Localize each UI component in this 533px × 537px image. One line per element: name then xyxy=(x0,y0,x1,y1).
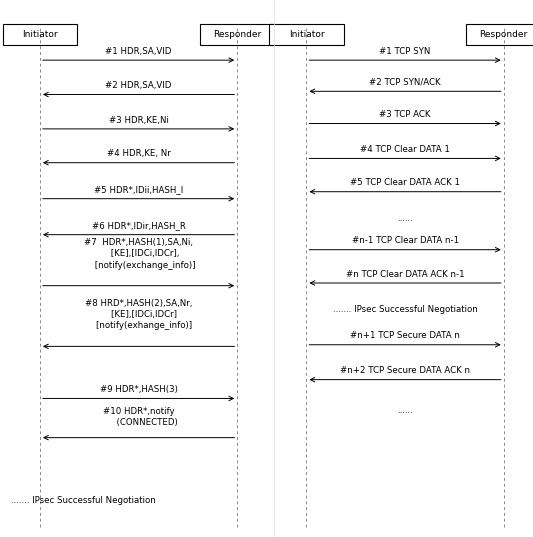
Text: #6 HDR*,IDir,HASH_R: #6 HDR*,IDir,HASH_R xyxy=(92,221,185,230)
Text: ......: ...... xyxy=(397,406,413,415)
Text: #n+1 TCP Secure DATA n: #n+1 TCP Secure DATA n xyxy=(350,331,460,340)
FancyBboxPatch shape xyxy=(466,24,533,45)
FancyBboxPatch shape xyxy=(200,24,274,45)
Text: ....... IPsec Successful Negotiation: ....... IPsec Successful Negotiation xyxy=(333,305,478,314)
FancyBboxPatch shape xyxy=(269,24,344,45)
Text: #9 HDR*,HASH(3): #9 HDR*,HASH(3) xyxy=(100,385,177,394)
Text: #4 TCP Clear DATA 1: #4 TCP Clear DATA 1 xyxy=(360,145,450,154)
Text: #3 HDR,KE,Ni: #3 HDR,KE,Ni xyxy=(109,115,168,125)
Text: #1 HDR,SA,VID: #1 HDR,SA,VID xyxy=(106,47,172,56)
Text: #5 HDR*,IDii,HASH_I: #5 HDR*,IDii,HASH_I xyxy=(94,185,183,194)
Text: #2 HDR,SA,VID: #2 HDR,SA,VID xyxy=(106,81,172,90)
Text: #n TCP Clear DATA ACK n-1: #n TCP Clear DATA ACK n-1 xyxy=(346,270,464,279)
Text: #8 HRD*,HASH(2),SA,Nr,
    [KE],[IDCi,IDCr]
    [notify(exhange_info)]: #8 HRD*,HASH(2),SA,Nr, [KE],[IDCi,IDCr] … xyxy=(85,299,192,330)
Text: ......: ...... xyxy=(397,214,413,222)
Text: #2 TCP SYN/ACK: #2 TCP SYN/ACK xyxy=(369,78,441,87)
Text: #5 TCP Clear DATA ACK 1: #5 TCP Clear DATA ACK 1 xyxy=(350,178,460,187)
Text: ....... IPsec Successful Negotiation: ....... IPsec Successful Negotiation xyxy=(11,496,156,505)
Text: #4 HDR,KE, Nr: #4 HDR,KE, Nr xyxy=(107,149,171,158)
Text: #n+2 TCP Secure DATA ACK n: #n+2 TCP Secure DATA ACK n xyxy=(340,366,470,375)
Text: #1 TCP SYN: #1 TCP SYN xyxy=(379,47,431,56)
FancyBboxPatch shape xyxy=(3,24,77,45)
Text: #7  HDR*,HASH(1),SA,Ni,
     [KE],[IDCi,IDCr],
     [notify(exchange_info)]: #7 HDR*,HASH(1),SA,Ni, [KE],[IDCi,IDCr],… xyxy=(82,238,196,270)
Text: #n-1 TCP Clear DATA n-1: #n-1 TCP Clear DATA n-1 xyxy=(352,236,458,245)
Text: #3 TCP ACK: #3 TCP ACK xyxy=(379,110,431,119)
Text: Responder: Responder xyxy=(480,30,528,39)
Text: Initiator: Initiator xyxy=(289,30,324,39)
Text: Initiator: Initiator xyxy=(22,30,58,39)
Text: #10 HDR*,notify
      (CONNECTED): #10 HDR*,notify (CONNECTED) xyxy=(100,408,177,427)
Text: Responder: Responder xyxy=(213,30,261,39)
